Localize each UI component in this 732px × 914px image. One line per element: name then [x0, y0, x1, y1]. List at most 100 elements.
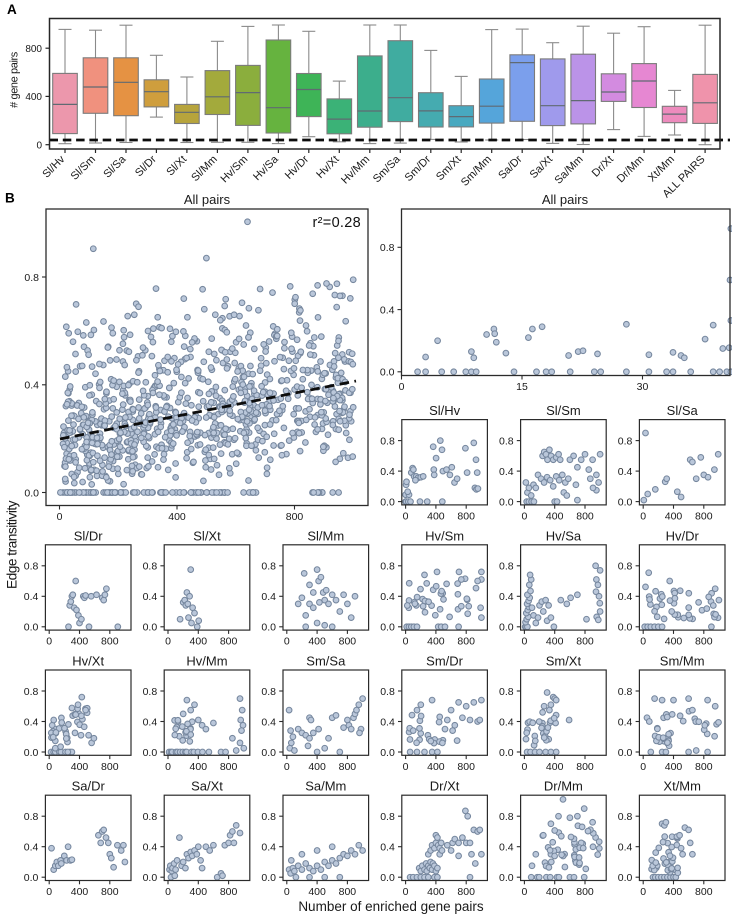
svg-text:0.8: 0.8 [261, 561, 276, 573]
svg-text:30: 30 [637, 381, 649, 393]
svg-text:0: 0 [46, 636, 52, 648]
svg-text:0.4: 0.4 [618, 466, 633, 478]
svg-text:0.8: 0.8 [618, 811, 633, 823]
svg-text:0: 0 [57, 511, 63, 523]
svg-text:400: 400 [427, 510, 445, 522]
svg-text:0.0: 0.0 [143, 872, 158, 884]
svg-text:0.4: 0.4 [499, 842, 514, 854]
svg-text:0.4: 0.4 [618, 591, 633, 603]
svg-text:400: 400 [546, 510, 564, 522]
svg-text:Hv/Xt: Hv/Xt [72, 654, 104, 669]
svg-text:400: 400 [308, 886, 326, 898]
svg-text:0: 0 [284, 636, 290, 648]
svg-text:Sm/Xt: Sm/Xt [546, 654, 582, 669]
svg-text:800: 800 [220, 636, 238, 648]
svg-text:800: 800 [339, 886, 357, 898]
svg-text:0: 0 [399, 381, 405, 393]
svg-text:800: 800 [695, 761, 713, 773]
svg-text:400: 400 [427, 886, 445, 898]
svg-text:800: 800 [457, 886, 475, 898]
svg-text:800: 800 [339, 636, 357, 648]
svg-text:800: 800 [101, 886, 119, 898]
svg-text:0: 0 [284, 761, 290, 773]
svg-text:800: 800 [339, 761, 357, 773]
svg-text:0: 0 [165, 886, 171, 898]
svg-text:400: 400 [25, 92, 42, 103]
svg-text:0.8: 0.8 [380, 686, 395, 698]
svg-text:0.4: 0.4 [380, 304, 395, 316]
svg-text:800: 800 [286, 511, 304, 523]
svg-text:0.4: 0.4 [261, 591, 276, 603]
svg-text:0.8: 0.8 [143, 811, 158, 823]
svg-text:Sl/Mm: Sl/Mm [307, 528, 344, 543]
svg-text:0: 0 [640, 636, 646, 648]
svg-text:400: 400 [546, 761, 564, 773]
svg-text:0.0: 0.0 [380, 367, 395, 379]
svg-text:0: 0 [640, 510, 646, 522]
svg-text:Sa/Mm: Sa/Mm [305, 779, 346, 794]
svg-text:0.4: 0.4 [143, 842, 158, 854]
svg-text:800: 800 [220, 761, 238, 773]
svg-text:A: A [7, 2, 17, 17]
svg-text:400: 400 [190, 886, 208, 898]
svg-text:0.4: 0.4 [380, 591, 395, 603]
svg-text:B: B [5, 191, 15, 206]
svg-text:400: 400 [71, 886, 89, 898]
svg-text:Sl/Hv: Sl/Hv [429, 403, 461, 418]
svg-text:0.8: 0.8 [380, 242, 395, 254]
svg-text:0.8: 0.8 [499, 811, 514, 823]
svg-text:0.8: 0.8 [24, 561, 39, 573]
svg-text:0.8: 0.8 [261, 686, 276, 698]
svg-text:0.0: 0.0 [380, 747, 395, 759]
svg-text:400: 400 [427, 761, 445, 773]
svg-text:Hv/Sm: Hv/Sm [425, 528, 464, 543]
svg-text:Sl/Sa: Sl/Sa [667, 403, 699, 418]
svg-text:Dr/Mm: Dr/Mm [544, 779, 583, 794]
svg-text:Sm/Dr: Sm/Dr [426, 654, 464, 669]
svg-text:Dr/Xt: Dr/Xt [430, 779, 460, 794]
svg-text:0.8: 0.8 [499, 686, 514, 698]
svg-text:800: 800 [576, 636, 594, 648]
svg-text:0.0: 0.0 [380, 872, 395, 884]
svg-text:0.0: 0.0 [618, 622, 633, 634]
svg-text:Number of enriched gene pairs: Number of enriched gene pairs [298, 899, 484, 914]
svg-text:Sa/Dr: Sa/Dr [72, 779, 106, 794]
svg-text:800: 800 [695, 636, 713, 648]
svg-text:0.4: 0.4 [618, 842, 633, 854]
svg-text:0: 0 [46, 886, 52, 898]
svg-text:0.8: 0.8 [618, 686, 633, 698]
svg-text:0.4: 0.4 [380, 842, 395, 854]
svg-text:0: 0 [521, 761, 527, 773]
svg-text:800: 800 [695, 886, 713, 898]
svg-text:800: 800 [457, 761, 475, 773]
svg-text:400: 400 [665, 761, 683, 773]
svg-text:0.8: 0.8 [499, 561, 514, 573]
svg-text:0.8: 0.8 [380, 561, 395, 573]
svg-text:800: 800 [695, 510, 713, 522]
svg-text:0.4: 0.4 [618, 716, 633, 728]
svg-text:0.4: 0.4 [499, 466, 514, 478]
svg-text:All pairs: All pairs [184, 192, 231, 207]
svg-text:0.4: 0.4 [24, 842, 39, 854]
svg-text:0.0: 0.0 [618, 496, 633, 508]
svg-text:All pairs: All pairs [542, 192, 589, 207]
svg-text:Sl/Xt: Sl/Xt [193, 528, 221, 543]
svg-text:0.4: 0.4 [24, 380, 39, 392]
svg-text:0.8: 0.8 [380, 435, 395, 447]
svg-text:800: 800 [576, 886, 594, 898]
svg-text:0: 0 [284, 886, 290, 898]
svg-text:400: 400 [71, 636, 89, 648]
svg-text:Hv/Dr: Hv/Dr [666, 528, 700, 543]
svg-text:0.0: 0.0 [143, 747, 158, 759]
svg-text:0: 0 [521, 510, 527, 522]
svg-text:0.0: 0.0 [618, 872, 633, 884]
svg-text:400: 400 [71, 761, 89, 773]
svg-text:400: 400 [308, 761, 326, 773]
svg-text:0.0: 0.0 [499, 496, 514, 508]
svg-text:800: 800 [25, 44, 42, 55]
svg-text:0: 0 [521, 886, 527, 898]
svg-text:0.0: 0.0 [24, 487, 39, 499]
svg-text:0.4: 0.4 [143, 591, 158, 603]
svg-text:0.8: 0.8 [380, 811, 395, 823]
svg-text:0: 0 [403, 510, 409, 522]
